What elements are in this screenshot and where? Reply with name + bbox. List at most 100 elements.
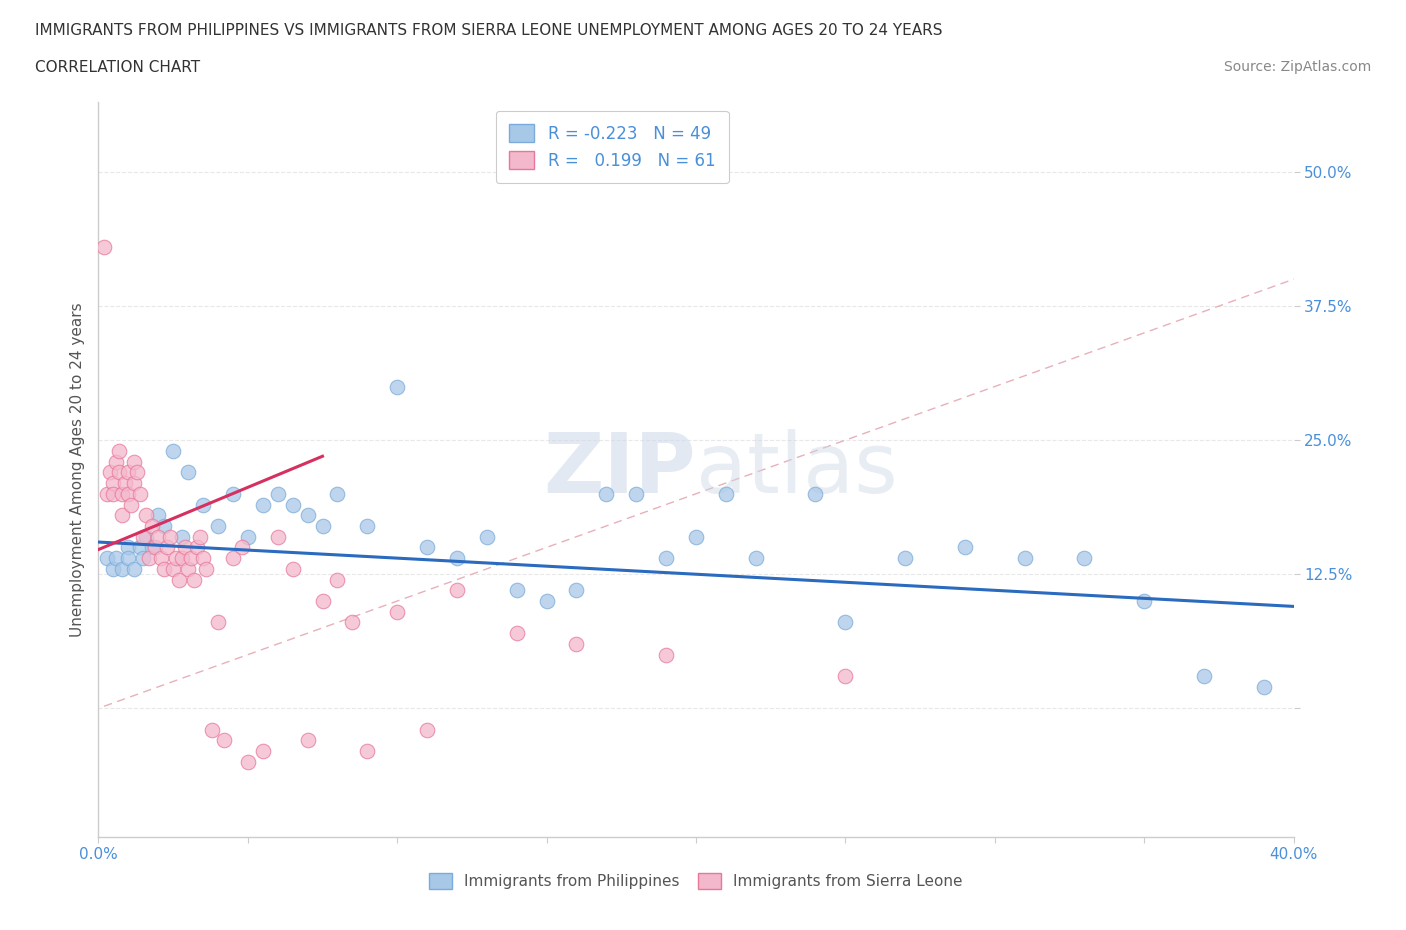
Legend: Immigrants from Philippines, Immigrants from Sierra Leone: Immigrants from Philippines, Immigrants … xyxy=(423,868,969,896)
Point xyxy=(111,508,134,523)
Point xyxy=(138,551,160,565)
Point xyxy=(132,529,155,544)
Point xyxy=(297,733,319,748)
Point xyxy=(212,733,235,748)
Point xyxy=(103,475,125,490)
Point xyxy=(114,475,136,490)
Point xyxy=(326,486,349,501)
Point xyxy=(177,465,200,480)
Point xyxy=(150,551,173,565)
Point xyxy=(117,486,139,501)
Point xyxy=(98,465,122,480)
Point xyxy=(446,551,468,565)
Point xyxy=(159,529,181,544)
Point xyxy=(231,540,253,555)
Point xyxy=(167,572,190,587)
Point xyxy=(685,529,707,544)
Point xyxy=(311,519,333,534)
Point xyxy=(281,497,304,512)
Point xyxy=(297,508,319,523)
Point xyxy=(141,519,163,534)
Point xyxy=(148,508,170,523)
Point xyxy=(356,519,378,534)
Point xyxy=(153,562,176,577)
Point xyxy=(153,519,176,534)
Point xyxy=(117,465,139,480)
Point xyxy=(894,551,917,565)
Point xyxy=(105,551,128,565)
Point xyxy=(129,540,152,555)
Point xyxy=(103,486,125,501)
Point xyxy=(252,497,274,512)
Point xyxy=(1253,680,1275,695)
Point xyxy=(111,486,134,501)
Point xyxy=(120,497,142,512)
Point xyxy=(108,465,131,480)
Text: atlas: atlas xyxy=(696,429,897,511)
Point xyxy=(475,529,498,544)
Point xyxy=(565,636,588,651)
Point xyxy=(195,562,218,577)
Point xyxy=(108,444,131,458)
Point xyxy=(236,754,259,769)
Point xyxy=(342,615,364,630)
Point xyxy=(953,540,976,555)
Point xyxy=(117,551,139,565)
Text: IMMIGRANTS FROM PHILIPPINES VS IMMIGRANTS FROM SIERRA LEONE UNEMPLOYMENT AMONG A: IMMIGRANTS FROM PHILIPPINES VS IMMIGRANT… xyxy=(35,23,942,38)
Point xyxy=(141,540,163,555)
Point xyxy=(186,540,208,555)
Point xyxy=(207,519,229,534)
Point xyxy=(96,486,118,501)
Point xyxy=(191,497,214,512)
Point xyxy=(135,508,157,523)
Point xyxy=(595,486,617,501)
Point xyxy=(1014,551,1036,565)
Point xyxy=(127,465,149,480)
Point xyxy=(714,486,737,501)
Point xyxy=(222,486,245,501)
Point xyxy=(267,486,290,501)
Point xyxy=(655,647,678,662)
Point xyxy=(385,379,409,394)
Point xyxy=(536,593,558,608)
Point xyxy=(506,583,529,598)
Point xyxy=(174,540,197,555)
Text: CORRELATION CHART: CORRELATION CHART xyxy=(35,60,200,75)
Point xyxy=(834,669,856,684)
Point xyxy=(93,240,115,255)
Point xyxy=(180,551,202,565)
Point xyxy=(385,604,409,619)
Point xyxy=(148,529,170,544)
Point xyxy=(162,444,184,458)
Point xyxy=(506,626,529,641)
Point xyxy=(135,529,157,544)
Point xyxy=(188,529,211,544)
Point xyxy=(124,454,146,469)
Point xyxy=(96,551,118,565)
Point xyxy=(1192,669,1215,684)
Point xyxy=(326,572,349,587)
Point xyxy=(416,540,439,555)
Point xyxy=(267,529,290,544)
Point xyxy=(111,562,134,577)
Point xyxy=(177,562,200,577)
Point xyxy=(207,615,229,630)
Point xyxy=(252,744,274,759)
Point xyxy=(201,723,224,737)
Point xyxy=(626,486,648,501)
Point xyxy=(132,551,155,565)
Point xyxy=(172,529,194,544)
Point xyxy=(416,723,439,737)
Point xyxy=(129,486,152,501)
Point xyxy=(117,540,139,555)
Y-axis label: Unemployment Among Ages 20 to 24 years: Unemployment Among Ages 20 to 24 years xyxy=(69,302,84,637)
Point xyxy=(446,583,468,598)
Point xyxy=(124,475,146,490)
Point xyxy=(804,486,827,501)
Point xyxy=(162,562,184,577)
Point xyxy=(834,615,856,630)
Point xyxy=(236,529,259,544)
Point xyxy=(103,562,125,577)
Point xyxy=(565,583,588,598)
Point xyxy=(172,551,194,565)
